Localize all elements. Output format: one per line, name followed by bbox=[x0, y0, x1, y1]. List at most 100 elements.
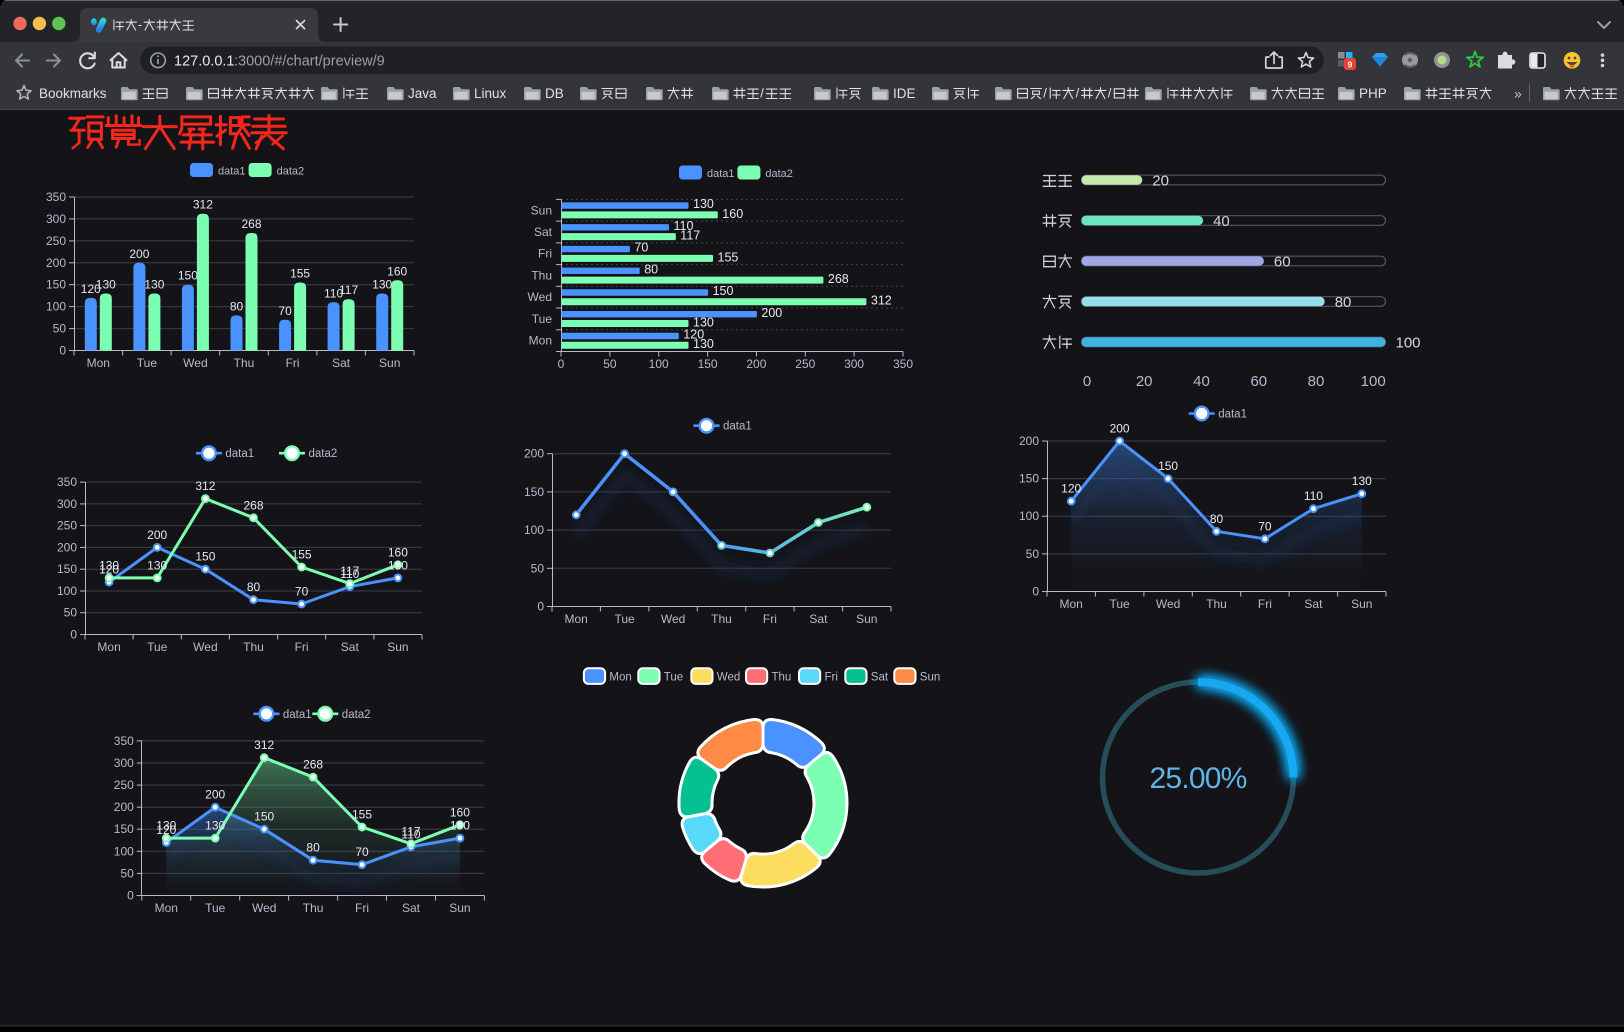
svg-text:Sun: Sun bbox=[379, 356, 400, 370]
svg-text:130: 130 bbox=[693, 197, 714, 211]
svg-text:160: 160 bbox=[388, 545, 408, 559]
svg-text:Wed: Wed bbox=[183, 356, 207, 370]
svg-text:100: 100 bbox=[1019, 509, 1039, 523]
svg-text:data2: data2 bbox=[765, 168, 793, 180]
svg-text:130: 130 bbox=[388, 558, 408, 572]
svg-text:130: 130 bbox=[205, 819, 225, 833]
svg-text:DB: DB bbox=[545, 86, 564, 101]
svg-text:Tue: Tue bbox=[532, 312, 553, 326]
svg-text:100: 100 bbox=[524, 523, 544, 537]
svg-text:Thu: Thu bbox=[234, 356, 255, 370]
svg-text:Mon: Mon bbox=[529, 334, 552, 348]
svg-text:110: 110 bbox=[1304, 489, 1323, 503]
svg-text:Thu: Thu bbox=[711, 612, 732, 626]
svg-text:200: 200 bbox=[761, 306, 782, 320]
svg-text:100: 100 bbox=[649, 357, 669, 371]
svg-text:data1: data1 bbox=[1218, 409, 1247, 421]
svg-text:130: 130 bbox=[147, 558, 167, 572]
svg-text:Sat: Sat bbox=[871, 672, 889, 684]
svg-text:70: 70 bbox=[278, 304, 292, 318]
svg-text:130: 130 bbox=[693, 315, 714, 329]
svg-text:Fri: Fri bbox=[538, 247, 552, 261]
svg-text:117: 117 bbox=[340, 564, 359, 578]
svg-text:120: 120 bbox=[156, 823, 176, 837]
svg-text:50: 50 bbox=[120, 866, 134, 880]
svg-text:130: 130 bbox=[99, 558, 119, 572]
svg-text:200: 200 bbox=[114, 800, 134, 814]
svg-text:Sun: Sun bbox=[449, 901, 470, 915]
svg-text:50: 50 bbox=[53, 322, 67, 336]
svg-text:117: 117 bbox=[339, 283, 358, 297]
svg-text:150: 150 bbox=[57, 562, 77, 576]
svg-text:Mon: Mon bbox=[87, 356, 110, 370]
svg-text:Sun: Sun bbox=[920, 672, 940, 684]
svg-text:Mon: Mon bbox=[97, 640, 120, 654]
svg-text:Fri: Fri bbox=[1258, 597, 1272, 611]
svg-text:268: 268 bbox=[241, 217, 261, 231]
svg-text:0: 0 bbox=[537, 600, 544, 614]
svg-text:Sun: Sun bbox=[387, 640, 408, 654]
svg-text:312: 312 bbox=[254, 738, 274, 752]
svg-text:200: 200 bbox=[1110, 422, 1130, 436]
svg-text:Sat: Sat bbox=[1304, 597, 1323, 611]
svg-text:Sun: Sun bbox=[531, 203, 552, 217]
svg-text:Thu: Thu bbox=[1206, 597, 1227, 611]
svg-text:60: 60 bbox=[1274, 254, 1291, 271]
svg-text:Tue: Tue bbox=[664, 672, 683, 684]
svg-text:20: 20 bbox=[1152, 173, 1169, 190]
svg-text:160: 160 bbox=[722, 207, 743, 221]
svg-text:Bookmarks: Bookmarks bbox=[39, 86, 107, 101]
svg-text:155: 155 bbox=[352, 808, 372, 822]
svg-text::3000/#/chart/preview/9: :3000/#/chart/preview/9 bbox=[234, 53, 385, 69]
svg-text:150: 150 bbox=[46, 278, 66, 292]
svg-text:160: 160 bbox=[387, 264, 407, 278]
svg-text:40: 40 bbox=[1213, 213, 1230, 230]
svg-text:50: 50 bbox=[64, 606, 78, 620]
svg-text:110: 110 bbox=[340, 567, 359, 581]
svg-text:40: 40 bbox=[1193, 373, 1210, 390]
svg-text:Sat: Sat bbox=[402, 901, 421, 915]
svg-text:0: 0 bbox=[558, 357, 565, 371]
svg-text:312: 312 bbox=[871, 294, 892, 308]
svg-text:120: 120 bbox=[1061, 482, 1081, 496]
svg-text:80: 80 bbox=[306, 841, 320, 855]
svg-text:130: 130 bbox=[1352, 474, 1372, 488]
svg-text:100: 100 bbox=[114, 844, 134, 858]
svg-text:Wed: Wed bbox=[661, 612, 685, 626]
svg-text:70: 70 bbox=[1258, 519, 1272, 533]
svg-text:Tue: Tue bbox=[614, 612, 635, 626]
svg-text:Thu: Thu bbox=[303, 901, 324, 915]
svg-text:Java: Java bbox=[408, 86, 437, 101]
svg-text:data2: data2 bbox=[309, 448, 338, 460]
svg-text:data1: data1 bbox=[225, 448, 254, 460]
svg-text:data1: data1 bbox=[723, 421, 752, 433]
svg-text:120: 120 bbox=[81, 282, 101, 296]
svg-text:100: 100 bbox=[1396, 335, 1421, 352]
svg-text:Tue: Tue bbox=[205, 901, 226, 915]
svg-text:300: 300 bbox=[844, 357, 864, 371]
svg-text:Sat: Sat bbox=[534, 225, 553, 239]
svg-text:Wed: Wed bbox=[252, 901, 276, 915]
svg-text:155: 155 bbox=[290, 267, 310, 281]
svg-text:150: 150 bbox=[713, 284, 734, 298]
svg-text:Fri: Fri bbox=[295, 640, 309, 654]
svg-text:25.00%: 25.00% bbox=[1150, 762, 1247, 795]
svg-text:0: 0 bbox=[59, 344, 66, 358]
svg-text:350: 350 bbox=[57, 475, 77, 489]
svg-text:160: 160 bbox=[450, 805, 470, 819]
svg-text:130: 130 bbox=[372, 278, 392, 292]
svg-text:150: 150 bbox=[195, 550, 215, 564]
svg-text:Thu: Thu bbox=[772, 672, 792, 684]
svg-text:50: 50 bbox=[603, 357, 617, 371]
svg-text:100: 100 bbox=[57, 584, 77, 598]
svg-text:-: - bbox=[138, 18, 142, 32]
svg-text:200: 200 bbox=[147, 528, 167, 542]
svg-text:150: 150 bbox=[524, 485, 544, 499]
svg-text:Linux: Linux bbox=[474, 86, 507, 101]
svg-text:80: 80 bbox=[1210, 512, 1224, 526]
svg-text:Mon: Mon bbox=[565, 612, 588, 626]
svg-text:312: 312 bbox=[193, 198, 213, 212]
svg-text:Thu: Thu bbox=[531, 268, 552, 282]
svg-text:110: 110 bbox=[674, 219, 694, 233]
svg-text:data1: data1 bbox=[218, 166, 246, 178]
